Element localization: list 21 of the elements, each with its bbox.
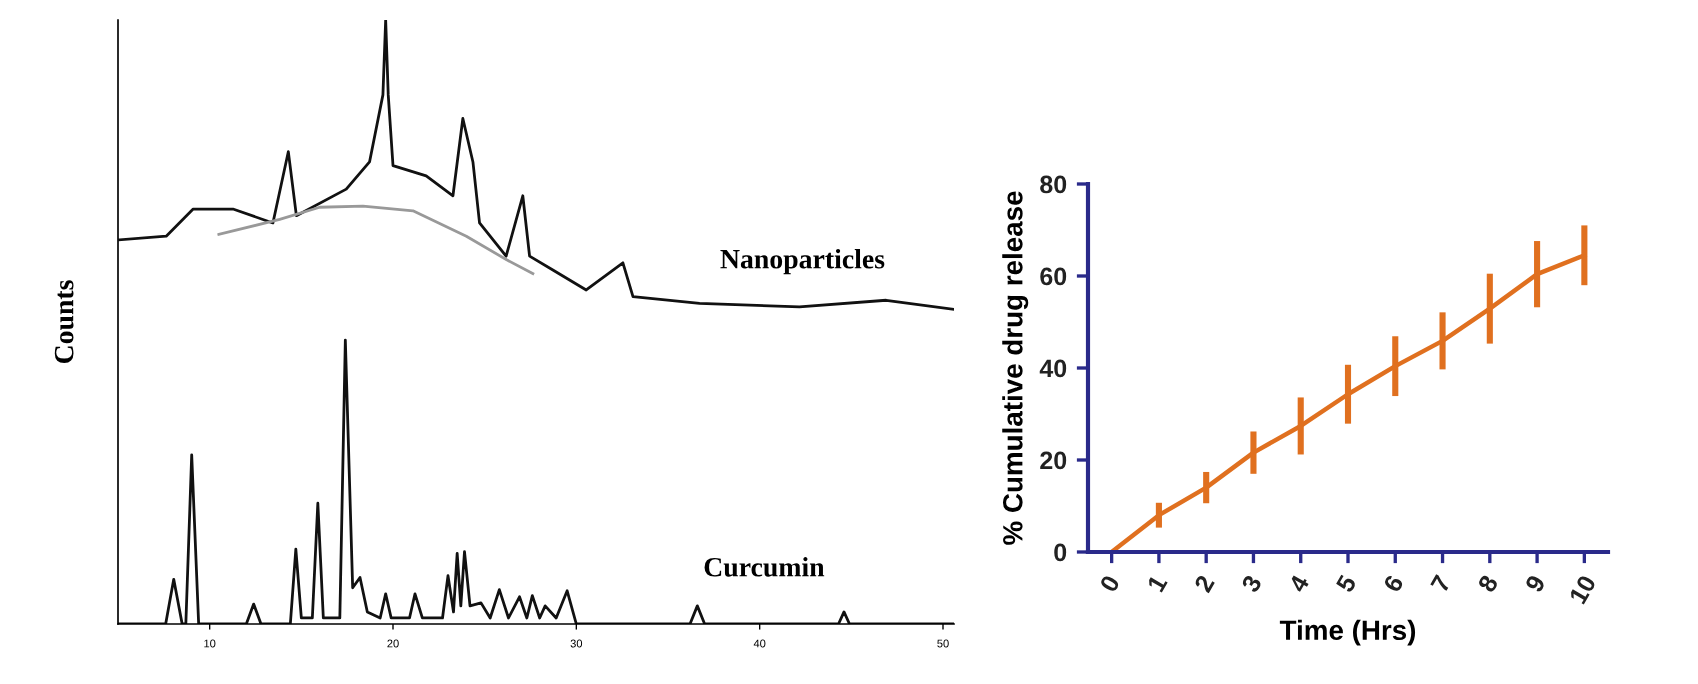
- x-tick-label: 8: [1477, 573, 1499, 594]
- y-axis-title: Counts: [54, 280, 74, 364]
- x-tick-label: 5: [1335, 573, 1357, 594]
- x-tick-label: 7: [1430, 574, 1452, 593]
- y-tick-label: 20: [1040, 451, 1067, 470]
- x-tick-label: 1: [1146, 573, 1168, 593]
- x-tick-label: 4: [1288, 573, 1310, 594]
- y-tick-label: 40: [1039, 359, 1067, 378]
- series-label: Nanoparticles: [720, 249, 885, 275]
- x-tick-label: 6: [1382, 573, 1405, 594]
- x-tick-label: 10: [1568, 574, 1597, 605]
- x-tick-label: 0: [1099, 574, 1121, 594]
- y-axis-title: % Cumulative drug release: [1002, 191, 1029, 545]
- y-tick-label: 60: [1040, 267, 1067, 286]
- x-tick-label: 9: [1524, 573, 1546, 594]
- series-label: Curcumin: [704, 557, 825, 577]
- x-axis-title: Time (Hrs): [1279, 619, 1416, 646]
- y-tick-label: 80: [1040, 175, 1067, 194]
- x-tick-label: 2: [1193, 574, 1215, 594]
- y-tick-label: 0: [1054, 543, 1067, 562]
- x-tick-label: 3: [1240, 573, 1263, 594]
